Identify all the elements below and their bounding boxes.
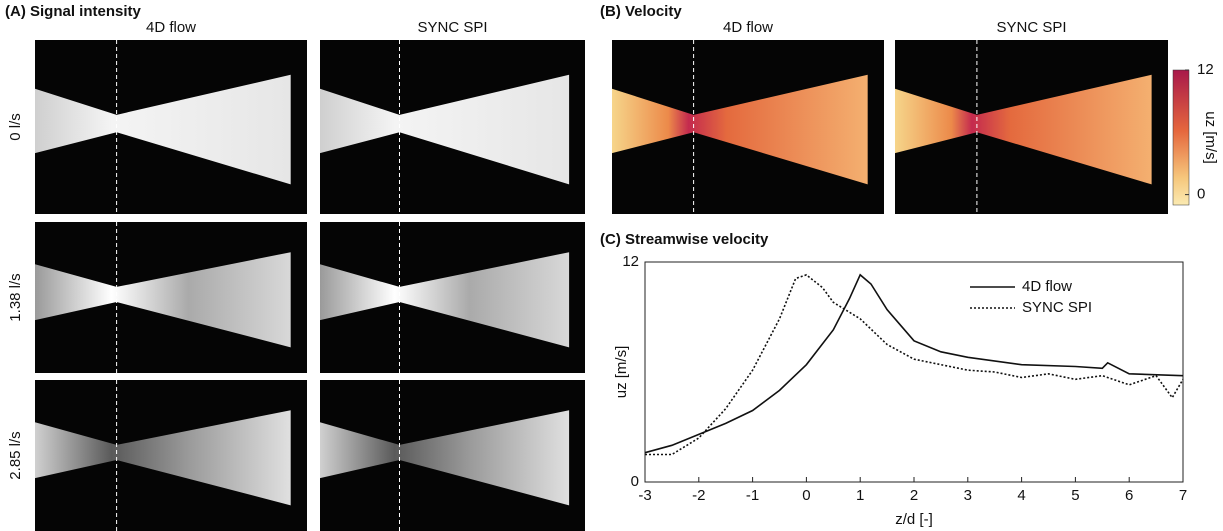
x-tick-label: 3 — [964, 487, 972, 504]
figure: (A) Signal intensity (B) Velocity (C) St… — [0, 0, 1223, 531]
colorbar-label: uz [m/s] — [1202, 111, 1219, 164]
panel-c-title: (C) Streamwise velocity — [600, 231, 769, 248]
y-axis-label: uz [m/s] — [613, 346, 630, 399]
column-header: 4D flow — [723, 19, 773, 36]
panel-b-title: (B) Velocity — [600, 3, 682, 20]
column-header: SYNC SPI — [417, 19, 487, 36]
x-tick-label: -2 — [692, 487, 705, 504]
line-series — [645, 275, 1183, 453]
column-header: 4D flow — [146, 19, 196, 36]
x-tick-label: 2 — [910, 487, 918, 504]
y-tick-label: 12 — [622, 253, 639, 270]
x-tick-label: -1 — [746, 487, 759, 504]
x-tick-label: -3 — [638, 487, 651, 504]
row-label: 0 l/s — [7, 113, 24, 141]
line-series — [645, 275, 1183, 455]
x-tick-label: 5 — [1071, 487, 1079, 504]
colorbar-tick-label: 12 — [1197, 61, 1214, 78]
panel-a-title: (A) Signal intensity — [5, 3, 142, 20]
row-label: 2.85 l/s — [7, 431, 24, 479]
colorbar — [1173, 70, 1189, 205]
y-tick-label: 0 — [631, 473, 639, 490]
legend-label: SYNC SPI — [1022, 299, 1092, 316]
column-header: SYNC SPI — [996, 19, 1066, 36]
x-tick-label: 1 — [856, 487, 864, 504]
x-tick-label: 6 — [1125, 487, 1133, 504]
row-label: 1.38 l/s — [7, 273, 24, 321]
x-axis-label: z/d [-] — [895, 511, 933, 528]
legend-label: 4D flow — [1022, 278, 1072, 295]
x-tick-label: 0 — [802, 487, 810, 504]
plot-frame — [645, 262, 1183, 482]
x-tick-label: 4 — [1017, 487, 1025, 504]
x-tick-label: 7 — [1179, 487, 1187, 504]
colorbar-tick-label: 0 — [1197, 186, 1205, 203]
